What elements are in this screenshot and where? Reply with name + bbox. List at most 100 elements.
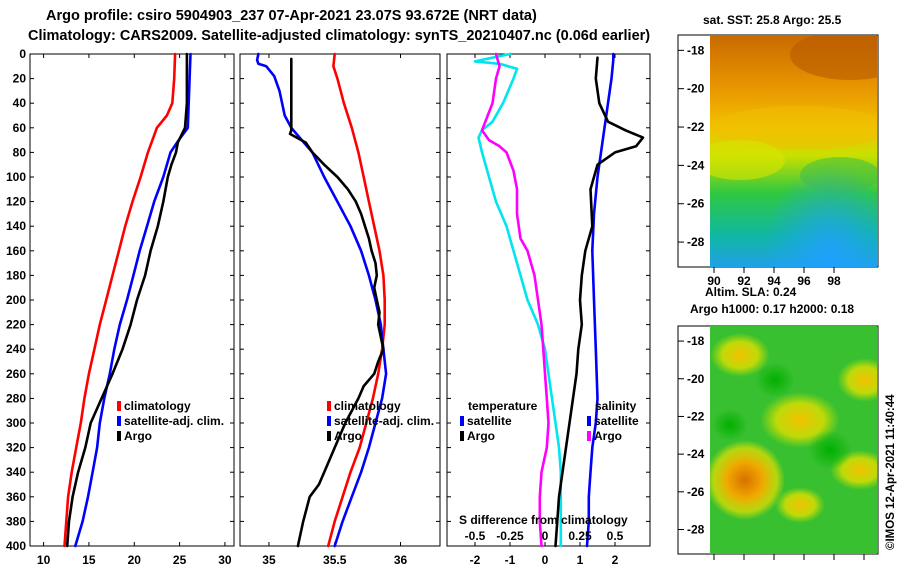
legend-swatch-argo xyxy=(117,431,121,441)
depth-tick-label: 200 xyxy=(6,293,26,307)
x-tick-label: -2 xyxy=(470,553,481,567)
legend-swatch-satellite xyxy=(327,416,331,426)
legend-title-temperature: temperature xyxy=(468,399,538,413)
temperature-profile-climatology-line xyxy=(63,52,177,548)
sst-y-tick-label: -18 xyxy=(687,43,705,57)
salinity-legend: climatology satellite-adj. clim. Argo xyxy=(327,399,434,443)
x-tick-label: 20 xyxy=(128,553,142,567)
difference-legend-salinity: salinity satellite Argo xyxy=(587,399,639,443)
legend-label-sal-argo: Argo xyxy=(594,429,622,443)
depth-tick-label: 260 xyxy=(6,367,26,381)
depth-tick-label: 60 xyxy=(13,121,27,135)
depth-tick-label: 120 xyxy=(6,195,26,209)
legend-swatch-climatology xyxy=(327,401,331,411)
s-difference-title: S difference from climatology xyxy=(459,513,628,527)
difference-legend-temperature: temperature satellite Argo xyxy=(460,399,538,443)
depth-tick-label: 140 xyxy=(6,219,26,233)
legend-swatch-sal-satellite xyxy=(587,416,591,426)
depth-tick-label: 340 xyxy=(6,465,26,479)
sst-y-tick-label: -26 xyxy=(687,197,705,211)
salinity-profile-argo-line xyxy=(288,57,385,548)
sst-map-image xyxy=(710,35,877,267)
sst-y-tick-label: -20 xyxy=(687,82,705,96)
depth-tick-label: 100 xyxy=(6,170,26,184)
sst-y-tick-label: -22 xyxy=(687,120,705,134)
imos-watermark: ©IMOS 12-Apr-2021 11:40:44 xyxy=(885,394,897,550)
x-tick-label: 2 xyxy=(612,553,619,567)
sst-y-tick-label: -24 xyxy=(687,158,705,172)
legend-label-argo: Argo xyxy=(124,429,152,443)
x-tick-label: 36 xyxy=(394,553,408,567)
depth-tick-label: 300 xyxy=(6,416,26,430)
depth-tick-label: 20 xyxy=(13,72,27,86)
legend-label-sal-satellite: satellite xyxy=(594,414,639,428)
sla-y-tick-label: -28 xyxy=(687,523,705,537)
sla-title-line-1: Altim. SLA: 0.24 xyxy=(705,285,797,299)
difference-from-climatology-temperature-argo-line xyxy=(480,52,550,548)
difference-panel-frame xyxy=(446,53,651,547)
s-difference-sub-tick-labels: -0.5 -0.25 0 0.25 0.5 xyxy=(465,529,624,543)
sst-x-tick-label: 96 xyxy=(797,274,811,288)
legend-label-climatology: climatology xyxy=(334,399,401,413)
depth-tick-label: 280 xyxy=(6,391,26,405)
salinity-x-tick-labels: 35 35.5 36 xyxy=(262,54,408,567)
depth-tick-label: 160 xyxy=(6,244,26,258)
s-difference-sub-tick: -0.5 xyxy=(465,529,486,543)
depth-tick-label: 0 xyxy=(19,47,26,61)
legend-swatch-sal-argo xyxy=(587,431,591,441)
salinity-profile-climatology-line xyxy=(326,52,387,548)
temperature-profile-argo-line xyxy=(65,52,189,548)
title-line-2: Climatology: CARS2009. Satellite-adjuste… xyxy=(28,28,650,44)
depth-tick-label: 180 xyxy=(6,268,26,282)
sla-y-tick-label: -26 xyxy=(687,485,705,499)
x-tick-label: -1 xyxy=(505,553,516,567)
temperature-panel-frame xyxy=(29,53,235,547)
depth-tick-label: 40 xyxy=(13,96,27,110)
sst-x-tick-label: 90 xyxy=(707,274,721,288)
difference-from-climatology-salinity-satellite-line xyxy=(585,52,615,548)
sla-y-tick-label: -18 xyxy=(687,334,705,348)
depth-tick-label: 360 xyxy=(6,490,26,504)
temperature-x-tick-labels: 10 15 20 25 30 xyxy=(37,54,232,567)
x-tick-label: 10 xyxy=(37,553,51,567)
sla-y-tick-labels: -18 -20 -22 -24 -26 -28 xyxy=(678,334,865,560)
legend-label-argo: Argo xyxy=(334,429,362,443)
s-difference-sub-tick: -0.25 xyxy=(496,529,524,543)
sst-x-tick-label: 98 xyxy=(827,274,841,288)
tick-marks xyxy=(30,53,650,547)
sst-y-tick-labels: -18 -20 -22 -24 -26 -28 xyxy=(678,43,705,249)
legend-label-climatology: climatology xyxy=(124,399,191,413)
depth-tick-labels: 0 20 40 60 80 100 120 140 160 180 200 220 240 260 280 3… xyxy=(6,47,26,553)
x-tick-label: 15 xyxy=(82,553,96,567)
sst-y-tick-label: -28 xyxy=(687,235,705,249)
legend-label-temp-satellite: satellite xyxy=(467,414,512,428)
sst-map-title: sat. SST: 25.8 Argo: 25.5 xyxy=(703,13,842,27)
legend-swatch-temp-satellite xyxy=(460,416,464,426)
title-line-1: Argo profile: csiro 5904903_237 07-Apr-2… xyxy=(46,8,537,24)
x-tick-label: 0 xyxy=(542,553,549,567)
sst-x-tick-label: 92 xyxy=(737,274,751,288)
difference-from-climatology-salinity-argo-line xyxy=(554,56,645,548)
s-difference-sub-tick: 0.5 xyxy=(607,529,624,543)
s-difference-sub-tick: 0.25 xyxy=(568,529,592,543)
x-tick-label: 25 xyxy=(173,553,187,567)
sla-y-tick-label: -24 xyxy=(687,447,705,461)
legend-swatch-satellite xyxy=(117,416,121,426)
legend-title-salinity: salinity xyxy=(595,399,637,413)
sla-y-tick-label: -20 xyxy=(687,372,705,386)
depth-tick-label: 220 xyxy=(6,318,26,332)
difference-from-climatology-temperature-satellite-line xyxy=(473,52,563,548)
sst-x-tick-labels: 90 92 94 96 98 xyxy=(707,267,841,288)
s-difference-sub-tick: 0 xyxy=(542,529,549,543)
x-tick-label: 35 xyxy=(262,553,276,567)
depth-tick-label: 80 xyxy=(13,145,27,159)
legend-label-satellite: satellite-adj. clim. xyxy=(124,414,224,428)
profile-series xyxy=(63,52,645,548)
x-tick-label: 1 xyxy=(577,553,584,567)
depth-tick-label: 400 xyxy=(6,539,26,553)
legend-label-satellite: satellite-adj. clim. xyxy=(334,414,434,428)
depth-tick-label: 380 xyxy=(6,514,26,528)
depth-tick-label: 240 xyxy=(6,342,26,356)
depth-tick-label: 320 xyxy=(6,441,26,455)
sst-x-tick-label: 94 xyxy=(767,274,781,288)
